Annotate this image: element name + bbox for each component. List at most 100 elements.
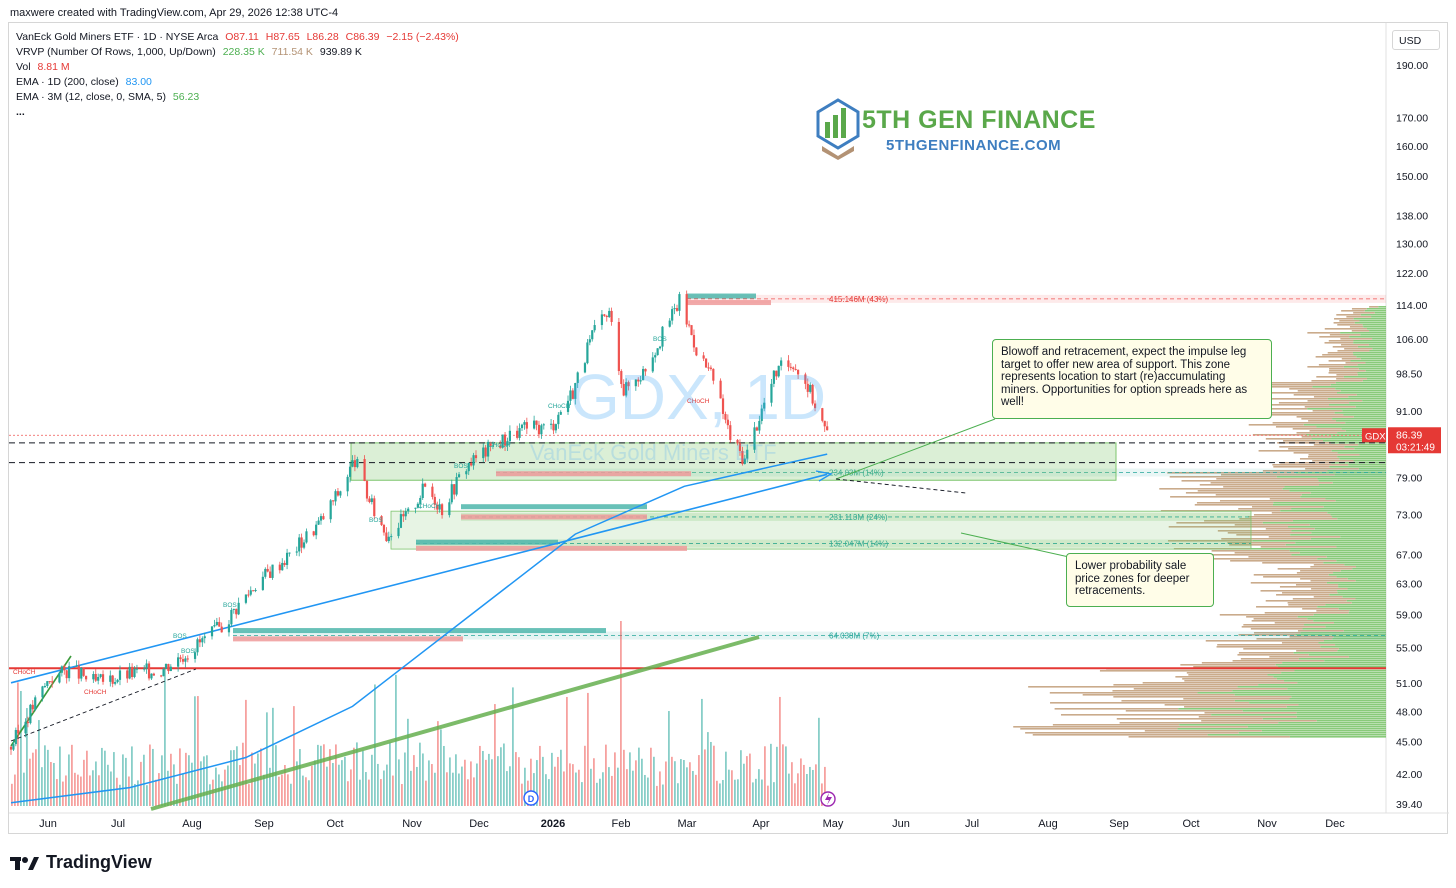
x-tick-label: Sep bbox=[1109, 818, 1129, 830]
tradingview-footer-logo[interactable]: TradingView bbox=[10, 852, 152, 873]
profile-row-down bbox=[1159, 488, 1283, 490]
profile-row-up bbox=[1275, 664, 1386, 666]
profile-row-down bbox=[1311, 588, 1348, 590]
candle-body bbox=[404, 511, 407, 517]
x-tick-label: Oct bbox=[1182, 818, 1199, 830]
volume-bar bbox=[617, 767, 619, 806]
profile-row-up bbox=[1284, 486, 1386, 488]
profile-row-up bbox=[1353, 342, 1386, 344]
profile-row-up bbox=[1344, 564, 1386, 566]
legend-ema200-row[interactable]: EMA · 1D (200, close) 83.00 bbox=[16, 76, 152, 88]
note-lower-probability-zones[interactable]: Lower probability sale price zones for d… bbox=[1066, 553, 1214, 607]
profile-row-up bbox=[1309, 524, 1386, 526]
profile-row-up bbox=[1358, 444, 1386, 446]
profile-row-up bbox=[1372, 348, 1386, 350]
candle-body bbox=[43, 686, 47, 688]
volume-bar bbox=[809, 766, 811, 806]
volume-bar bbox=[749, 753, 751, 806]
candle-body bbox=[351, 460, 354, 467]
profile-row-down bbox=[1328, 360, 1351, 362]
volume-bar bbox=[296, 761, 298, 806]
profile-row-up bbox=[1357, 346, 1386, 348]
profile-row-down bbox=[1234, 524, 1310, 526]
candle-body bbox=[210, 626, 214, 637]
volume-bar bbox=[77, 774, 79, 806]
volume-bar bbox=[290, 783, 292, 806]
volume-bar bbox=[86, 750, 88, 806]
legend-ohlc-row[interactable]: VanEck Gold Miners ETF · 1D · NYSE Arca … bbox=[16, 31, 459, 43]
note-pointer-top bbox=[835, 418, 996, 480]
profile-row-up bbox=[1312, 386, 1386, 388]
legend-ema12-label: EMA · 3M (12, close, 0, SMA, 5) bbox=[16, 91, 166, 103]
volume-bar bbox=[23, 772, 25, 806]
chart-frame[interactable]: 190.00 170.00 160.00 150.00 138.00 130.00 122.… bbox=[8, 22, 1449, 835]
candle-body bbox=[603, 314, 606, 316]
legend-ema12-row[interactable]: EMA · 3M (12, close, 0, SMA, 5) 56.23 bbox=[16, 91, 199, 103]
profile-row-up bbox=[1374, 312, 1386, 314]
volume-bar bbox=[407, 718, 409, 806]
profile-row-down bbox=[1302, 608, 1339, 610]
profile-row-up bbox=[1357, 364, 1386, 366]
volume-bar bbox=[440, 729, 442, 806]
order-block bbox=[461, 514, 647, 520]
profile-row-up bbox=[1313, 620, 1386, 622]
profile-row-down bbox=[1253, 618, 1308, 620]
vp-zone bbox=[687, 294, 1386, 303]
volume-bar bbox=[479, 745, 481, 806]
legend-more[interactable]: ... bbox=[16, 106, 25, 118]
candle-body bbox=[17, 730, 20, 734]
profile-row-down bbox=[1244, 408, 1308, 410]
volume-bar bbox=[467, 779, 469, 806]
volume-bar bbox=[761, 779, 763, 806]
profile-row-up bbox=[1356, 356, 1386, 358]
profile-row-down bbox=[1025, 732, 1239, 734]
price-chart[interactable]: 190.00 170.00 160.00 150.00 138.00 130.00 122.… bbox=[9, 23, 1449, 835]
candle-body bbox=[353, 460, 356, 468]
note-blowoff-retracement[interactable]: Blowoff and retracement, expect the impu… bbox=[992, 339, 1272, 419]
candle-body bbox=[593, 325, 596, 331]
volume-bar bbox=[101, 747, 103, 806]
candle-body bbox=[591, 330, 594, 340]
profile-row-down bbox=[1312, 410, 1343, 412]
candle-body bbox=[14, 730, 17, 745]
profile-row-down bbox=[1341, 344, 1369, 346]
profile-row-up bbox=[1360, 334, 1386, 336]
projection-arrow bbox=[815, 470, 833, 482]
profile-row-up bbox=[1237, 686, 1386, 688]
profile-row-down bbox=[1133, 688, 1288, 690]
candle-body bbox=[707, 367, 710, 369]
profile-row-down bbox=[1313, 444, 1359, 446]
vp-node-label: 415.146M (43%) bbox=[829, 295, 888, 304]
volume-bar bbox=[590, 768, 592, 806]
profile-row-down bbox=[1279, 446, 1345, 448]
candle-body bbox=[678, 294, 681, 311]
candle-body bbox=[588, 339, 591, 343]
profile-row-down bbox=[1032, 734, 1208, 736]
y-tick-label: 73.00 bbox=[1396, 509, 1422, 521]
volume-bar bbox=[641, 758, 643, 806]
legend-vol-row[interactable]: Vol 8.81 M bbox=[16, 61, 70, 73]
profile-row-down bbox=[1262, 470, 1328, 472]
y-tick-label: 48.00 bbox=[1396, 706, 1422, 718]
x-tick-label: Apr bbox=[752, 818, 769, 830]
profile-row-down bbox=[1322, 354, 1354, 356]
candle-body bbox=[448, 502, 451, 516]
currency-selector[interactable]: USD bbox=[1392, 30, 1440, 50]
candle-body bbox=[501, 434, 504, 448]
profile-row-up bbox=[1329, 594, 1386, 596]
profile-row-down bbox=[1288, 448, 1355, 450]
candle-body bbox=[467, 463, 470, 472]
profile-row-down bbox=[1184, 680, 1285, 682]
profile-row-down bbox=[1167, 540, 1253, 542]
profile-row-up bbox=[1357, 374, 1386, 376]
profile-row-down bbox=[1175, 676, 1274, 678]
volume-bar bbox=[629, 752, 631, 806]
profile-row-down bbox=[1337, 350, 1370, 352]
profile-row-down bbox=[1237, 654, 1309, 656]
volume-bar bbox=[530, 758, 532, 806]
profile-row-up bbox=[1329, 466, 1386, 468]
y-tick-label: 130.00 bbox=[1396, 238, 1428, 250]
volume-bar bbox=[557, 756, 559, 806]
profile-row-up bbox=[1294, 670, 1386, 672]
legend-vrvp-row[interactable]: VRVP (Number Of Rows, 1,000, Up/Down) 22… bbox=[16, 46, 362, 58]
